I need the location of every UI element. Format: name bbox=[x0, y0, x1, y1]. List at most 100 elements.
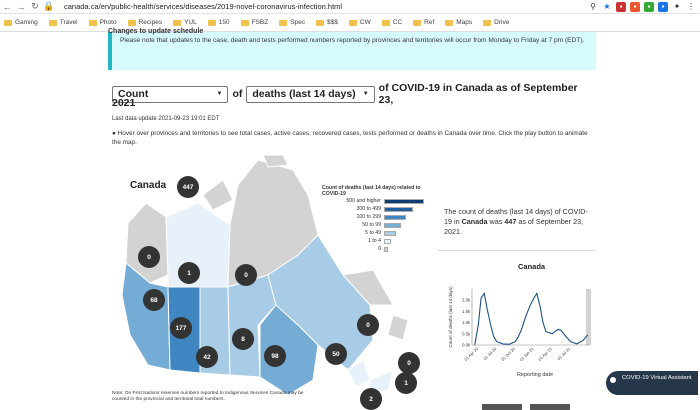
bubble-canada[interactable]: 447 bbox=[177, 176, 199, 198]
count-select[interactable]: Count ▼ bbox=[112, 85, 229, 103]
bubble-saskatchewan[interactable]: 42 bbox=[196, 346, 218, 368]
bottom-controls bbox=[482, 404, 570, 410]
legend-swatch bbox=[384, 222, 401, 228]
bubble-yukon[interactable]: 0 bbox=[138, 246, 160, 268]
bookmark-fsbz[interactable]: FSBZ bbox=[240, 19, 268, 26]
legend-label: 1 to 4 bbox=[368, 238, 381, 244]
bubble-pei[interactable]: 0 bbox=[398, 352, 420, 374]
lock-icon[interactable]: 🔒 bbox=[43, 1, 55, 11]
bubble-ns[interactable]: 1 bbox=[395, 372, 417, 394]
data-point bbox=[582, 340, 584, 341]
bubble-bc[interactable]: 68 bbox=[143, 289, 165, 311]
measure-select[interactable]: deaths (last 14 days) ▼ bbox=[246, 85, 375, 103]
data-point bbox=[560, 330, 562, 331]
region-newfoundland[interactable] bbox=[387, 314, 409, 341]
bubble-manitoba[interactable]: 8 bbox=[232, 328, 254, 350]
bookmark-label: 150 bbox=[218, 19, 230, 26]
bookmark-label: YUL bbox=[184, 19, 197, 26]
reload-icon[interactable]: ↻ bbox=[31, 1, 39, 11]
legend-title: Count of deaths (last 14 days) related t… bbox=[322, 185, 421, 197]
bookmark-label: Maps bbox=[456, 19, 473, 26]
region-bc[interactable] bbox=[121, 262, 171, 371]
data-point bbox=[480, 297, 482, 299]
menu-icon[interactable]: ⋮ bbox=[687, 2, 695, 11]
legend-row: 50 to 99 bbox=[322, 221, 432, 229]
extension-icon[interactable]: ▪ bbox=[616, 2, 626, 12]
puzzle-icon[interactable]: ✦ bbox=[673, 2, 681, 11]
folder-icon bbox=[279, 19, 288, 26]
extension-icon[interactable]: ▪ bbox=[658, 2, 668, 12]
legend-swatch bbox=[384, 198, 424, 204]
update-notice: Please note that updates to the case, de… bbox=[108, 32, 596, 70]
bookmark-cw[interactable]: CW bbox=[348, 19, 371, 26]
bubble-ontario[interactable]: 98 bbox=[264, 345, 286, 367]
legend-label: 100 to 299 bbox=[356, 214, 381, 220]
of-label: of bbox=[232, 88, 243, 100]
region-arctic-islands[interactable] bbox=[202, 179, 234, 211]
bubble-nwt[interactable]: 1 bbox=[178, 262, 200, 284]
back-icon[interactable]: ← bbox=[2, 1, 12, 12]
star-icon[interactable]: ★ bbox=[603, 2, 611, 11]
bookmark-ref[interactable]: Ref bbox=[413, 19, 434, 26]
y-tick-label: 0.0k bbox=[462, 343, 471, 348]
folder-icon bbox=[127, 19, 136, 26]
bubble-nl[interactable]: 0 bbox=[357, 314, 379, 336]
data-point bbox=[554, 331, 556, 332]
forward-icon[interactable]: → bbox=[16, 1, 26, 12]
chat-icon bbox=[610, 377, 616, 383]
last-update: Last data update 2021-09-23 19:01 EDT bbox=[112, 116, 220, 122]
bookmark-spec[interactable]: Spec bbox=[279, 19, 305, 26]
bookmark-recipes[interactable]: Recipes bbox=[127, 19, 162, 26]
bookmark-label: Travel bbox=[59, 19, 78, 26]
bubble-nunavut[interactable]: 0 bbox=[235, 264, 257, 286]
bookmark-cc[interactable]: CC bbox=[381, 19, 402, 26]
bubble-alberta[interactable]: 177 bbox=[170, 317, 192, 339]
bookmark-gaming[interactable]: Gaming bbox=[4, 19, 38, 26]
data-point bbox=[587, 334, 588, 336]
data-point bbox=[502, 343, 504, 345]
extension-icon[interactable]: ▪ bbox=[630, 2, 640, 12]
table-button[interactable] bbox=[530, 404, 570, 410]
bookmark-drive[interactable]: Drive bbox=[483, 19, 509, 26]
data-point bbox=[545, 331, 547, 332]
x-tick-label: 01 Jan 21 bbox=[519, 346, 536, 363]
folder-icon bbox=[207, 19, 216, 26]
bookmark-yul[interactable]: YUL bbox=[173, 19, 197, 26]
address-bar[interactable]: canada.ca/en/public-health/services/dise… bbox=[64, 2, 343, 11]
map-title: Canada bbox=[130, 180, 167, 191]
legend-swatch bbox=[384, 238, 392, 244]
download-button[interactable] bbox=[482, 404, 522, 410]
data-point bbox=[496, 341, 498, 343]
extension-icons: ⚲ ★ ▪ ▪ ▪ ▪ ✦ ⋮ bbox=[588, 2, 696, 12]
region-nl[interactable] bbox=[342, 269, 394, 306]
data-point bbox=[493, 335, 494, 337]
bookmark-photo[interactable]: Photo bbox=[88, 19, 117, 26]
bookmark-150[interactable]: 150 bbox=[207, 19, 230, 26]
bubble-nb[interactable]: 2 bbox=[360, 388, 382, 410]
chevron-down-icon: ▼ bbox=[216, 91, 223, 97]
bubble-quebec[interactable]: 50 bbox=[325, 343, 347, 365]
data-point bbox=[557, 328, 559, 330]
bookmark-label: Ref bbox=[424, 19, 435, 26]
bookmark-travel[interactable]: Travel bbox=[48, 19, 78, 26]
virtual-assistant-button[interactable]: COVID-19 Virtual Assistant bbox=[606, 371, 698, 395]
data-point bbox=[570, 341, 571, 343]
folder-icon bbox=[483, 19, 492, 26]
count-select-value: Count bbox=[118, 88, 149, 100]
bookmark-maps[interactable]: Maps bbox=[445, 19, 472, 26]
search-icon[interactable]: ⚲ bbox=[590, 2, 596, 11]
x-axis-label: Reporting date bbox=[517, 372, 553, 378]
x-tick-label: 01 Jul 21 bbox=[556, 346, 572, 362]
x-tick-label: 01 Jul 20 bbox=[482, 346, 498, 362]
chevron-down-icon: ▼ bbox=[362, 91, 369, 97]
region-arctic-islands[interactable] bbox=[262, 155, 289, 168]
folder-icon bbox=[4, 19, 12, 26]
extension-icon[interactable]: ▪ bbox=[644, 2, 654, 12]
legend-label: 5 to 49 bbox=[365, 230, 381, 236]
summary-mid: was bbox=[487, 217, 505, 226]
data-point bbox=[530, 304, 531, 306]
folder-icon bbox=[445, 19, 454, 26]
x-tick-label: 01 Apr 21 bbox=[537, 346, 553, 362]
bookmark-[interactable]: $$$ bbox=[316, 19, 338, 26]
y-axis-label: Count of deaths (last 14 days) bbox=[448, 286, 453, 348]
